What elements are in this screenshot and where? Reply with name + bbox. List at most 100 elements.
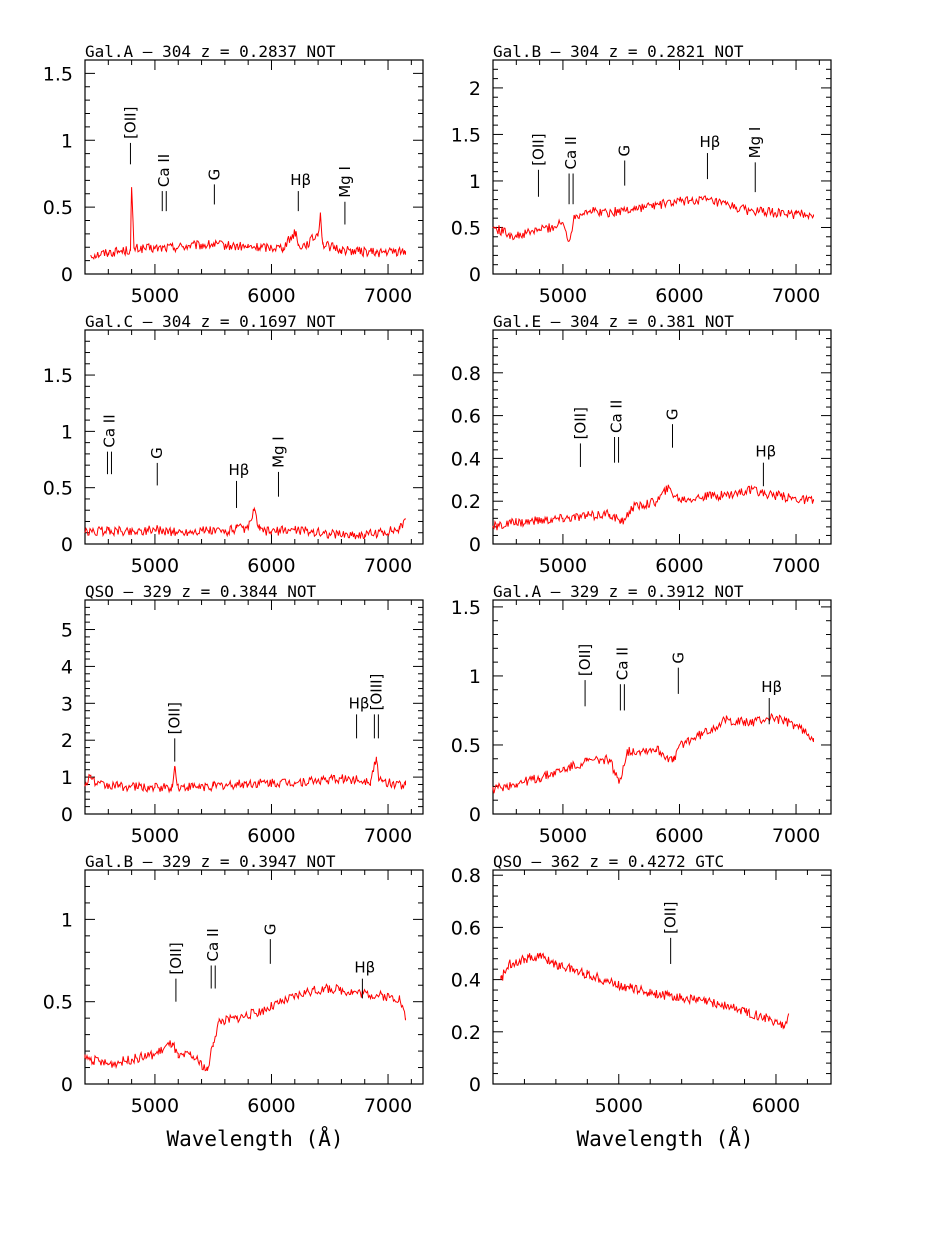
spectral-line-label: Ca II	[155, 154, 173, 187]
y-tick-label: 2	[61, 730, 73, 752]
spectral-line-marker: [OIII]	[367, 674, 385, 739]
spectral-line-marker: [OII]	[121, 107, 139, 165]
panel-title: Gal.B – 304 z = 0.2821 NOT	[493, 42, 744, 61]
spectral-line-marker: Hβ	[349, 694, 370, 739]
spectral-line-label: [OII]	[529, 133, 547, 165]
spectrum-line	[500, 952, 790, 1030]
spectral-line-marker: Hβ	[354, 959, 375, 999]
spectral-line-label: Hβ	[354, 959, 375, 977]
y-tick-label: 1.5	[43, 63, 73, 85]
panel-frame	[84, 869, 424, 1085]
y-tick-label: 2	[469, 78, 481, 100]
spectral-line-marker: Ca II	[100, 414, 118, 475]
spectral-line-label: G	[663, 409, 681, 421]
spectral-line-marker: G	[261, 924, 279, 964]
x-tick-label: 5000	[131, 1095, 179, 1117]
x-tick-label: 6000	[655, 825, 703, 847]
spectral-line-label: Hβ	[761, 678, 782, 696]
y-tick-label: 1	[469, 171, 481, 193]
panel-title: QSO – 329 z = 0.3844 NOT	[85, 582, 317, 601]
y-tick-label: 0.8	[451, 865, 481, 887]
spectral-line-label: [OII]	[166, 702, 184, 734]
spectral-line-marker: Hβ	[229, 461, 250, 508]
y-tick-label: 0.5	[43, 478, 73, 500]
panel-frame	[84, 599, 424, 815]
spectral-line-marker: G	[205, 169, 223, 205]
panel-title: Gal.E – 304 z = 0.381 NOT	[493, 312, 734, 331]
spectral-line-marker: [OII]	[662, 901, 680, 964]
y-tick-label: 1	[61, 767, 73, 789]
y-tick-label: 1.5	[451, 597, 481, 619]
spectral-line-marker: Hβ	[755, 443, 776, 487]
panel-title: Gal.C – 304 z = 0.1697 NOT	[85, 312, 336, 331]
spectrum-panel: Gal.A – 329 z = 0.3912 NOT 5000 6000 7000 0 0…	[451, 582, 832, 847]
spectral-line-marker: [OII]	[571, 407, 589, 467]
x-tick-label: 7000	[364, 825, 412, 847]
x-tick-label: 6000	[247, 825, 295, 847]
x-tick-label: 5000	[131, 555, 179, 577]
spectral-line-marker: G	[669, 652, 687, 694]
y-tick-label: 0	[61, 804, 73, 826]
y-tick-label: 1	[61, 130, 73, 152]
y-tick-label: 0	[469, 1074, 481, 1096]
spectral-line-label: Ca II	[613, 647, 631, 680]
spectral-line-label: [OII]	[662, 901, 680, 933]
spectral-line-label: [OII]	[121, 107, 139, 139]
spectral-line-marker: [OII]	[529, 133, 547, 197]
spectral-line-label: Hβ	[229, 461, 250, 479]
spectrum-line	[84, 756, 406, 794]
y-tick-label: 0.2	[451, 491, 481, 513]
y-tick-label: 3	[61, 693, 73, 715]
spectral-line-marker: Mg I	[746, 127, 764, 193]
y-tick-label: 0.5	[451, 217, 481, 239]
y-tick-label: 1.5	[43, 365, 73, 387]
spectral-line-label: Hβ	[349, 694, 370, 712]
spectra-panels: Gal.A – 304 z = 0.2837 NOT 5000 6000 7000 0 0…	[43, 42, 832, 1117]
spectrum-panel: Gal.C – 304 z = 0.1697 NOT 5000 6000 7000 0 0…	[43, 312, 424, 577]
x-tick-label: 6000	[752, 1095, 800, 1117]
spectral-line-marker: Mg I	[336, 166, 354, 225]
x-tick-label: 7000	[364, 555, 412, 577]
spectrum-line	[84, 506, 406, 540]
panel-title: QSO – 362 z = 0.4272 GTC	[493, 852, 724, 871]
spectral-line-marker: Ca II	[613, 647, 631, 711]
spectral-line-label: G	[616, 145, 634, 157]
y-tick-label: 4	[61, 656, 73, 678]
x-tick-label: 7000	[772, 825, 820, 847]
panel-frame	[84, 329, 424, 545]
spectral-line-marker: Hβ	[699, 133, 720, 180]
x-tick-label: 5000	[595, 1095, 643, 1117]
x-tick-label: 5000	[539, 285, 587, 307]
x-axis-label-right: Wavelength (Å)	[576, 1125, 753, 1151]
panel-title: Gal.A – 329 z = 0.3912 NOT	[493, 582, 744, 601]
x-tick-label: 6000	[247, 555, 295, 577]
y-tick-label: 0.4	[451, 448, 481, 470]
x-tick-label: 5000	[131, 825, 179, 847]
x-tick-label: 6000	[655, 555, 703, 577]
x-tick-label: 7000	[772, 285, 820, 307]
spectral-line-label: Mg I	[336, 166, 354, 198]
y-tick-label: 0.5	[451, 735, 481, 757]
x-tick-label: 6000	[247, 1095, 295, 1117]
x-tick-label: 5000	[539, 555, 587, 577]
spectral-line-label: G	[205, 169, 223, 181]
panel-frame	[492, 329, 832, 545]
spectrum-panel: Gal.E – 304 z = 0.381 NOT 5000 6000 7000 0 0.…	[451, 312, 832, 577]
panel-title: Gal.B – 329 z = 0.3947 NOT	[85, 852, 336, 871]
spectral-line-marker: G	[663, 409, 681, 448]
panel-title: Gal.A – 304 z = 0.2837 NOT	[85, 42, 336, 61]
spectral-line-marker: Ca II	[608, 400, 626, 463]
spectrum-line	[492, 195, 814, 242]
x-tick-label: 5000	[131, 285, 179, 307]
y-tick-label: 0	[469, 534, 481, 556]
spectrum-line	[84, 983, 406, 1072]
spectrum-line	[492, 712, 814, 794]
spectral-line-label: [OII]	[571, 407, 589, 439]
spectral-line-label: Mg I	[746, 127, 764, 159]
spectral-line-marker: Ca II	[562, 136, 580, 205]
panel-frame	[492, 59, 832, 275]
y-tick-label: 0.4	[451, 970, 481, 992]
y-tick-label: 0	[469, 804, 481, 826]
spectrum-panel: Gal.B – 304 z = 0.2821 NOT 5000 6000 7000 0 0…	[451, 42, 832, 307]
